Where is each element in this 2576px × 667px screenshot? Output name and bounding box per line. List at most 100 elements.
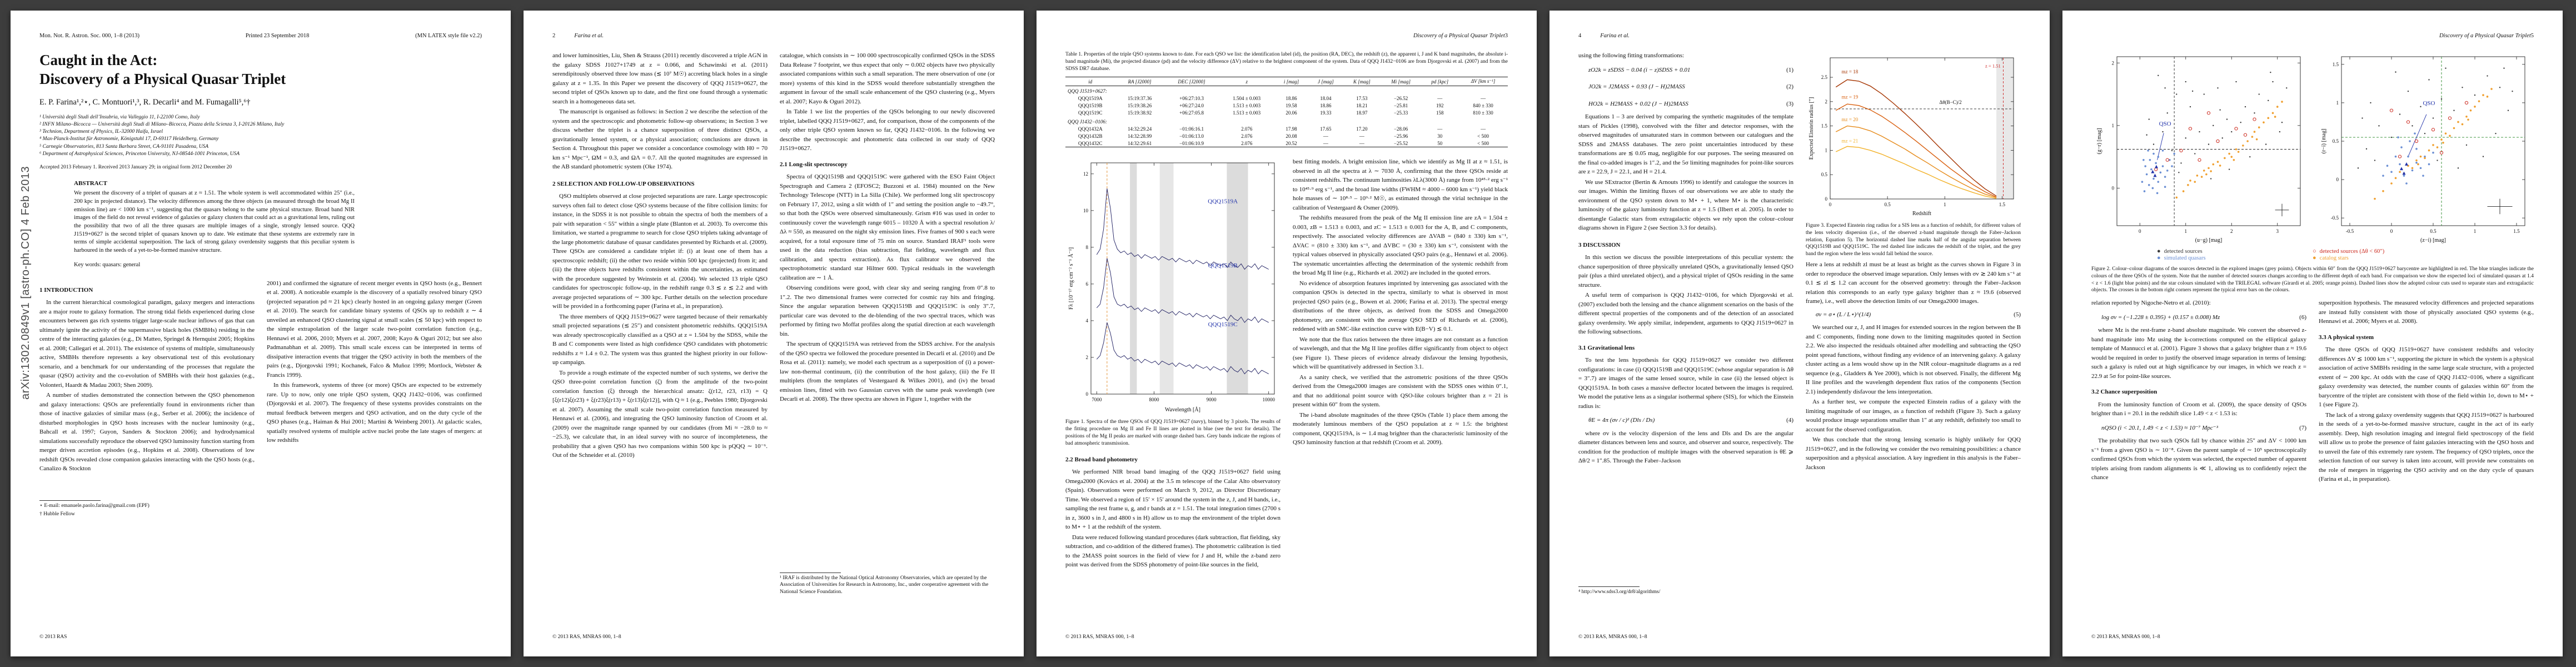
page-2: 2 Farina et al. and lower luminosities, … <box>524 11 1024 656</box>
paragraph: where Mz is the rest-frame z-band absolu… <box>2091 327 2306 380</box>
page-3: Discovery of a Physical Quasar Triplet 3… <box>1037 11 1537 656</box>
svg-text:z = 1.51: z = 1.51 <box>1985 63 2001 69</box>
section-heading: 2.2 Broad band photometry <box>1065 456 1138 463</box>
table-caption: Table 1. Properties of the triple QSO sy… <box>1065 52 1508 72</box>
paragraph: As a sanity check, we verified that the … <box>1293 374 1508 409</box>
page-footer: © 2013 RAS, MNRAS 000, 1–8 <box>1578 634 1647 640</box>
legend-label: simulated quasars <box>2164 255 2206 261</box>
paragraph: and lower luminosities, Liu, Shen & Stra… <box>552 52 768 105</box>
page-number: 4 <box>1578 33 1582 39</box>
two-column-text: 1 INTRODUCTION In the current hierarchica… <box>39 279 482 518</box>
svg-text:Redshift: Redshift <box>1912 211 1931 217</box>
running-header: Discovery of a Physical Quasar Triplet 3 <box>1065 33 1508 39</box>
text-column: using the following fitting transformati… <box>1578 51 1793 596</box>
paragraph: We searched our z, J, and H images for e… <box>1806 324 2021 395</box>
table-row: QQQ1432B 14:32:28.99 −01:06:13.0 2.076 20.08… <box>1078 133 1489 139</box>
keywords-line: Key words: quasars: general <box>74 261 141 268</box>
paragraph: We performed NIR broad band imaging of t… <box>1065 469 1280 531</box>
svg-text:0: 0 <box>2112 185 2115 191</box>
svg-text:1: 1 <box>2336 100 2339 106</box>
affiliation-line: ⁶ Department of Astrophysical Sciences, … <box>39 151 240 157</box>
paragraph <box>780 405 995 566</box>
svg-text:QQQ1519C: QQQ1519C <box>1208 321 1237 328</box>
figure-legend: ● detected sources ○ detected sources (Δθ <… <box>2157 248 2468 261</box>
abstract-label: ABSTRACT <box>74 180 107 187</box>
affiliation-line: ² INFN Milano–Bicocca — Università degli… <box>39 121 285 127</box>
paragraph: In this framework, systems of three (or … <box>267 382 482 444</box>
svg-text:QSO: QSO <box>2159 121 2171 127</box>
color-color-right-panel: -0.5 0 0.5 1 1.5 -0.5 0 0.5 1 1.5 QSO (z−i) [mag] (r… <box>2319 51 2530 245</box>
legend-item: ○ detected sources (Δθ < 60″) <box>2313 248 2468 255</box>
abstract-text: We present the discovery of a triplet of… <box>74 190 355 254</box>
page-number: 3 <box>1504 33 1508 39</box>
paragraph: The probability that two such QSOs fall … <box>2091 437 2306 481</box>
text-column: best fitting models. A bright emission l… <box>1293 157 1508 570</box>
section-heading: 1 INTRODUCTION <box>39 286 93 293</box>
svg-text:1: 1 <box>1825 147 1827 153</box>
text-blocks: Here a lens at redshift zl must be at le… <box>1806 260 2021 473</box>
paragraph: best fitting models. A bright emission l… <box>1293 158 1508 211</box>
footnote: ¹ IRAF is distributed by the National Op… <box>780 572 995 596</box>
paragraph: We note that the flux ratios between the… <box>1293 336 1508 371</box>
paragraph: In this section we discuss the possible … <box>1578 254 1793 288</box>
svg-text:(g−r) [mag]: (g−r) [mag] <box>2096 128 2102 154</box>
paragraph: Observing conditions were good, with cle… <box>780 285 995 337</box>
equation: zO2k = zSDSS − 0.04 (i − z)SDSS + 0.01 (1… <box>1588 66 1793 73</box>
legend-label: detected sources <box>2164 248 2203 255</box>
paragraph: superposition hypothesis. The measured v… <box>2319 300 2534 325</box>
text-column: and lower luminosities, Liu, Shen & Stra… <box>552 51 768 596</box>
section-heading: 2 SELECTION AND FOLLOW-UP OBSERVATIONS <box>552 180 695 187</box>
running-title: Discovery of a Physical Quasar Triplet <box>1413 33 1505 39</box>
figure-caption: Figure 3. Expected Einstein ring radius … <box>1806 223 2021 257</box>
text-column: superposition hypothesis. The measured v… <box>2319 298 2534 485</box>
text-blocks: 2.2 Broad band photometry We performed NI… <box>1065 450 1280 571</box>
svg-text:6: 6 <box>1085 281 1088 287</box>
svg-text:1.5: 1.5 <box>1821 123 1827 129</box>
page-footer: © 2013 RAS, MNRAS 000, 1–8 <box>552 634 621 640</box>
text-column: 2001) and confirmed the signature of rec… <box>267 279 482 518</box>
paragraph: 2001) and confirmed the signature of rec… <box>267 280 482 379</box>
einstein-radius-figure: 0 0.5 1 1.5 0 0.5 1 1.5 2 2.5 mz = 18 mz = 19 mz = 2… <box>1806 51 2021 218</box>
footnote: ⁴ http://www.sdss3.org/dr8/algorithms/ <box>1578 586 1793 596</box>
paragraph: In the current hierarchical cosmological… <box>39 299 255 389</box>
svg-text:0: 0 <box>1828 202 1831 207</box>
svg-text:9000: 9000 <box>1206 397 1217 402</box>
svg-text:0: 0 <box>2139 228 2141 234</box>
paragraph: In Table 1 we list the properties of the… <box>780 108 995 152</box>
color-color-left-panel: 0 1 2 3 0 1 2 QSO (u−g) [mag] (g−r) [mag] <box>2095 51 2306 245</box>
footnote: † Hubble Fellow <box>39 511 75 517</box>
affiliation-line: ¹ Università degli Studi dell’Insubria, … <box>39 114 200 120</box>
column-header: i [mag] <box>1274 77 1308 87</box>
figure-plot: 0 0.5 1 1.5 0 0.5 1 1.5 2 2.5 mz = 18 mz = 19 mz = 2… <box>1808 57 2014 217</box>
equation: log σv = (−1.228 ± 0.395) + (0.157 ± 0.0… <box>2101 313 2306 321</box>
page-footer: © 2013 RAS <box>39 634 67 640</box>
legend-marker-icon: ● <box>2157 255 2161 261</box>
running-header: 4 Farina et al. <box>1578 33 2021 39</box>
printed-date: Printed 23 September 2018 <box>245 33 310 39</box>
svg-text:1.5: 1.5 <box>1999 202 2005 207</box>
svg-text:-0.5: -0.5 <box>2346 228 2354 234</box>
arxiv-stamp: arXiv:1302.0849v1 [astro-ph.CO] 4 Feb 20… <box>19 166 32 400</box>
running-header: Discovery of a Physical Quasar Triplet 5 <box>2091 33 2534 39</box>
svg-text:2.5: 2.5 <box>1821 74 1827 80</box>
page-number: 2 <box>552 33 556 39</box>
table-group-row: QQQ J1432−0106: <box>1068 118 1107 125</box>
legend-label: detected sources (Δθ < 60″) <box>2319 248 2385 255</box>
svg-text:1: 1 <box>2185 228 2188 234</box>
two-column-text: and lower luminosities, Liu, Shen & Stra… <box>552 51 995 596</box>
svg-text:0: 0 <box>2336 177 2339 182</box>
journal-ref: Mon. Not. R. Astron. Soc. 000, 1–8 (2013… <box>39 33 139 39</box>
text-column: relation reported by Nigoche-Netro et al… <box>2091 298 2306 485</box>
column-header: RA [J2000] <box>1115 77 1164 87</box>
section-heading: 3.3 A physical system <box>2319 334 2374 341</box>
affiliation-line: ⁴ Max-Planck-Institut für Astronomie, Kö… <box>39 136 219 142</box>
column-header: DEC [J2000] <box>1164 77 1219 87</box>
svg-text:4: 4 <box>1085 318 1088 323</box>
paragraph: The manuscript is organised as follows: … <box>552 108 768 170</box>
paragraph: To provide a rough estimate of the expec… <box>552 369 768 459</box>
svg-text:Δθ(B−C)/2: Δθ(B−C)/2 <box>1939 99 1961 105</box>
svg-text:Fλ [10⁻¹⁷ erg cm⁻² s⁻¹ Å⁻¹]: Fλ [10⁻¹⁷ erg cm⁻² s⁻¹ Å⁻¹] <box>1068 247 1074 310</box>
paragraph: The three members of QQQ J1519+0627 were… <box>552 313 768 366</box>
